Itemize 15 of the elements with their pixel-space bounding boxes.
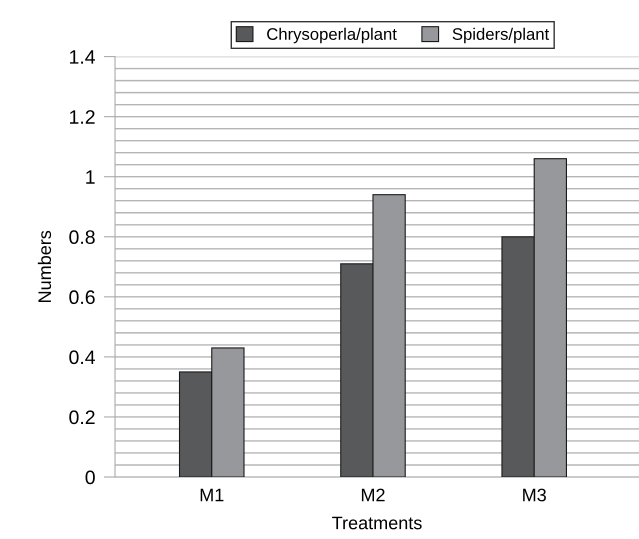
x-tick-label: M1 (200, 488, 224, 502)
legend-label: Chrysoperla/plant (267, 28, 397, 44)
y-tick-label: 0.6 (69, 290, 95, 304)
y-axis-title: Numbers (38, 230, 52, 302)
y-tick-label: 1 (86, 170, 95, 184)
y-tick-label: 1.4 (70, 50, 96, 64)
y-tick-label: 0.4 (69, 350, 96, 364)
x-tick-label: M2 (362, 488, 385, 502)
x-tick-label: M3 (523, 488, 546, 502)
y-tick-label: 1.2 (70, 110, 95, 124)
y-tick-label: 0.2 (69, 410, 95, 424)
x-axis-title: Treatments (332, 516, 422, 530)
y-tick-label: 0 (86, 470, 95, 484)
y-tick-label: 0.8 (69, 230, 95, 244)
legend-label: Spiders/plant (452, 28, 550, 44)
